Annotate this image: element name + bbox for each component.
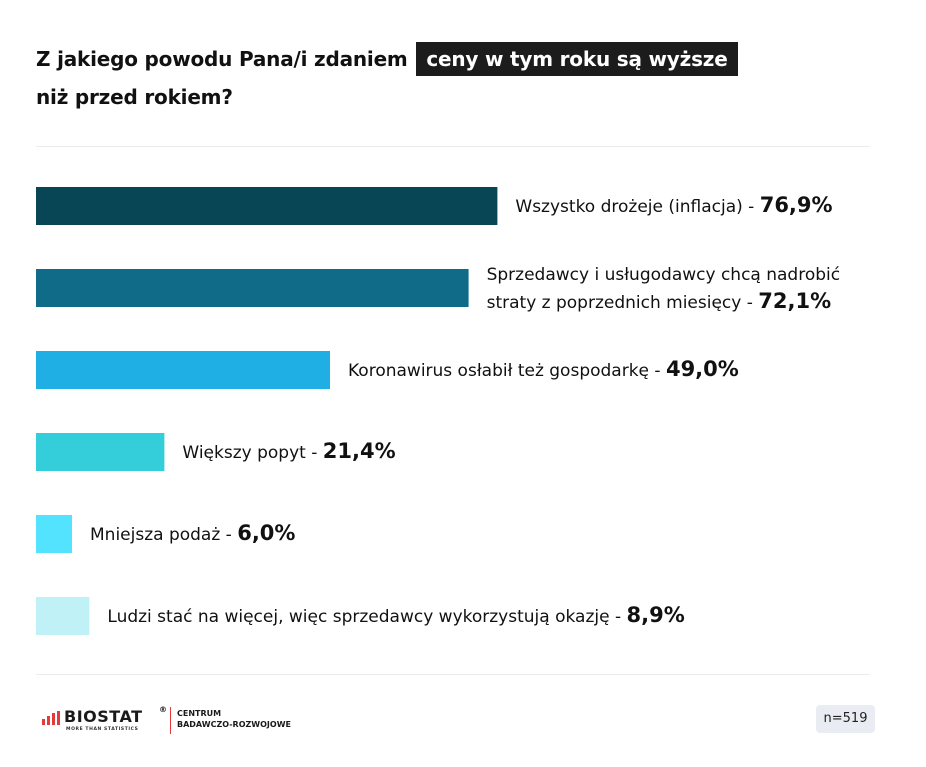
bar-label-5: Mniejsza podaż - 6,0% xyxy=(90,521,295,545)
bar-chart: Wszystko drożeje (inflacja) - 76,9% Sprze… xyxy=(36,187,841,635)
logo-tagline: MORE THAN STATISTICS xyxy=(66,727,139,732)
logo-registered-mark: ® xyxy=(159,705,167,714)
top-divider xyxy=(36,146,870,147)
bar-value-label-4: 21,4% xyxy=(323,439,396,463)
logo-text: BIOSTAT xyxy=(64,707,143,726)
bar-4 xyxy=(36,433,165,471)
bar-value-label-5: 6,0% xyxy=(237,521,295,545)
bar-label-1: Wszystko drożeje (inflacja) - 76,9% xyxy=(515,193,832,217)
bar-label-2-line2: straty z poprzednich miesięcy - 72,1% xyxy=(487,289,832,313)
logo-sub-line2: BADAWCZO-ROZWOJOWE xyxy=(177,720,291,729)
bottom-divider xyxy=(36,674,870,675)
bar-1 xyxy=(36,187,498,225)
bar-6 xyxy=(36,597,90,635)
bar-2 xyxy=(36,269,469,307)
bar-value-label-1: 76,9% xyxy=(760,193,833,217)
bar-label-3: Koronawirus osłabił też gospodarkę - 49,… xyxy=(348,357,739,381)
bar-5 xyxy=(36,515,72,553)
logo-separator xyxy=(170,707,171,734)
bar-value-label-3: 49,0% xyxy=(666,357,739,381)
chart-title: Z jakiego powodu Pana/i zdaniem ceny w t… xyxy=(36,40,836,116)
bar-value-label-2: 72,1% xyxy=(758,289,831,313)
bar-3 xyxy=(36,351,330,389)
title-part2: niż przed rokiem? xyxy=(36,85,233,109)
bar-value-label-6: 8,9% xyxy=(627,603,685,627)
title-part1: Z jakiego powodu Pana/i zdaniem xyxy=(36,47,408,71)
bar-chart-logo-icon xyxy=(42,711,60,725)
bar-label-4: Większy popyt - 21,4% xyxy=(182,439,395,463)
bar-label-2-line1: Sprzedawcy i usługodawcy chcą nadrobić xyxy=(487,265,841,285)
bar-label-6: Ludzi stać na więcej, więc sprzedawcy wy… xyxy=(107,603,684,627)
logo-sub-line1: CENTRUM xyxy=(177,709,222,718)
title-highlight: ceny w tym roku są wyższe xyxy=(416,42,738,76)
sample-size-badge: n=519 xyxy=(816,705,875,733)
